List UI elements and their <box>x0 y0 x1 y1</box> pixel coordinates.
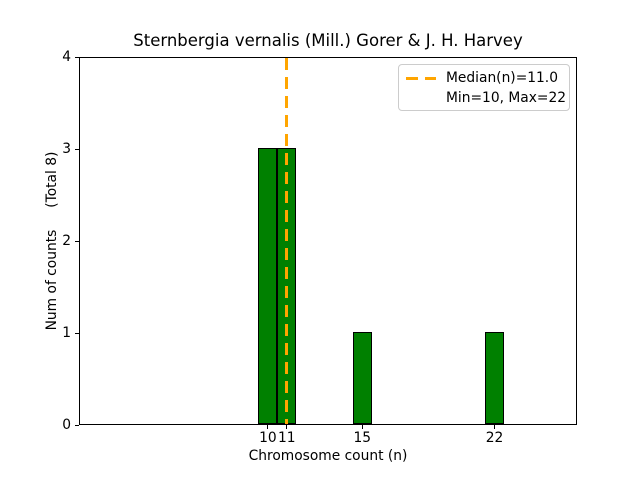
y-tick-label-0: 0 <box>62 417 71 433</box>
legend-spacer <box>406 97 436 100</box>
y-tick-label-2: 2 <box>62 233 71 249</box>
x-tick-10 <box>267 425 269 429</box>
y-tick-1 <box>75 332 79 334</box>
legend: Median(n)=11.0 Min=10, Max=22 <box>398 64 570 111</box>
x-axis-label: Chromosome count (n) <box>248 448 408 464</box>
legend-entry-median: Median(n)=11.0 <box>406 68 562 88</box>
x-tick-label-11: 11 <box>277 430 296 446</box>
legend-median-dash-icon <box>406 76 436 80</box>
y-tick-2 <box>75 240 79 242</box>
legend-entry-minmax: Min=10, Max=22 <box>406 88 566 108</box>
legend-minmax-label: Min=10, Max=22 <box>446 90 567 106</box>
bar-x22 <box>485 332 504 424</box>
bar-x15 <box>352 332 372 424</box>
bar-x10 <box>258 148 278 424</box>
x-tick-15 <box>361 425 363 429</box>
y-tick-4 <box>75 56 79 58</box>
x-tick-label-15: 15 <box>353 430 372 446</box>
y-tick-label-4: 4 <box>62 49 71 65</box>
y-tick-label-1: 1 <box>62 325 71 341</box>
x-tick-22 <box>493 425 495 429</box>
legend-median-label: Median(n)=11.0 <box>446 70 558 86</box>
y-tick-3 <box>75 148 79 150</box>
median-line <box>285 58 289 424</box>
x-tick-label-10: 10 <box>259 430 277 446</box>
x-tick-11 <box>286 425 288 429</box>
y-tick-0 <box>75 424 79 426</box>
x-tick-label-22: 22 <box>485 430 504 446</box>
plot-area <box>79 57 577 425</box>
y-tick-label-3: 3 <box>62 141 71 157</box>
chart-title: Sternbergia vernalis (Mill.) Gorer & J. … <box>133 31 523 50</box>
